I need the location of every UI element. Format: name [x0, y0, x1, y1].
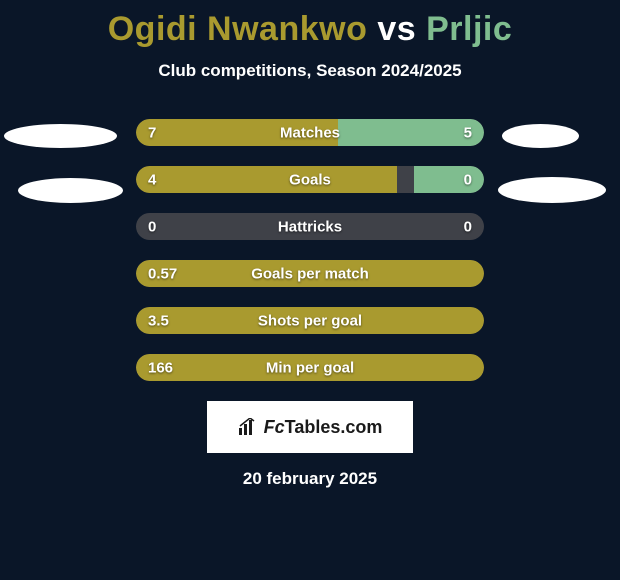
stat-label: Matches: [280, 124, 340, 141]
stat-value-right: 5: [464, 124, 472, 141]
logo-box: FcTables.com: [207, 401, 413, 453]
stat-value-left: 0: [148, 218, 156, 235]
stat-label: Shots per goal: [258, 312, 362, 329]
subtitle: Club competitions, Season 2024/2025: [0, 61, 620, 81]
comparison-title: Ogidi Nwankwo vs Prljic: [0, 0, 620, 49]
stat-value-left: 4: [148, 171, 156, 188]
stat-fill-left: [136, 166, 397, 193]
stats-container: 7 Matches 5 4 Goals 0 0 Hattricks 0 0.57 Goals per…: [0, 119, 620, 381]
stat-label: Goals per match: [251, 265, 369, 282]
logo-text: FcTables.com: [238, 417, 383, 438]
stat-label: Hattricks: [278, 218, 342, 235]
stat-bar: 166 Min per goal: [136, 354, 484, 381]
decorative-ellipse: [4, 124, 117, 148]
chart-icon: [238, 418, 260, 436]
stat-bar: 0.57 Goals per match: [136, 260, 484, 287]
stat-value-left: 0.57: [148, 265, 177, 282]
player2-name: Prljic: [426, 10, 512, 48]
stat-value-left: 166: [148, 359, 173, 376]
vs-text: vs: [377, 10, 416, 48]
stat-bar: 7 Matches 5: [136, 119, 484, 146]
player1-name: Ogidi Nwankwo: [108, 10, 368, 48]
decorative-ellipse: [498, 177, 606, 203]
stat-bar: 0 Hattricks 0: [136, 213, 484, 240]
stat-value-left: 7: [148, 124, 156, 141]
stat-label: Goals: [289, 171, 331, 188]
stat-bar: 4 Goals 0: [136, 166, 484, 193]
date-text: 20 february 2025: [0, 469, 620, 489]
stat-value-left: 3.5: [148, 312, 169, 329]
stat-label: Min per goal: [266, 359, 354, 376]
stat-value-right: 0: [464, 171, 472, 188]
decorative-ellipse: [18, 178, 123, 203]
stat-fill-right: [338, 119, 484, 146]
stat-fill-right: [414, 166, 484, 193]
stat-value-right: 0: [464, 218, 472, 235]
stat-bar: 3.5 Shots per goal: [136, 307, 484, 334]
decorative-ellipse: [502, 124, 579, 148]
